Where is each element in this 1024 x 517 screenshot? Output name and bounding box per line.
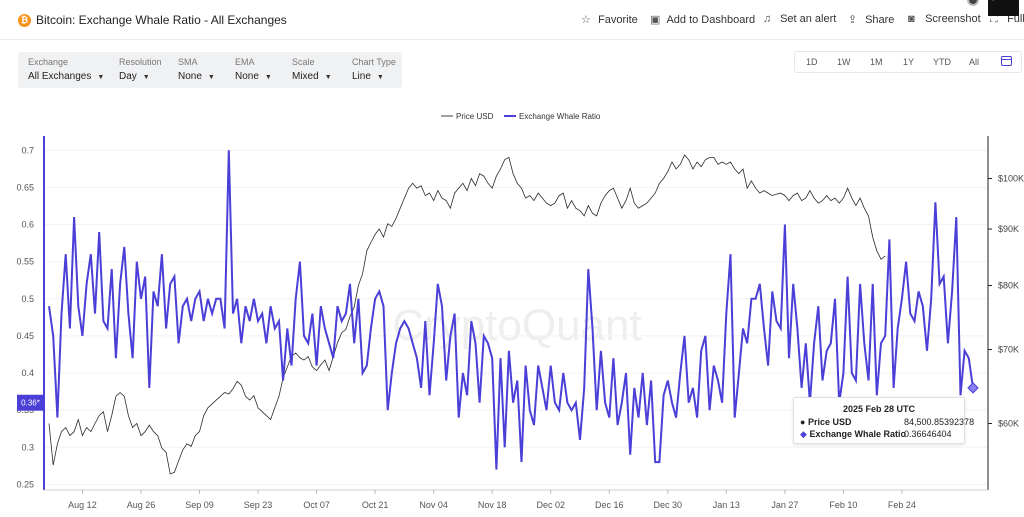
x-tick-label: Sep 23 xyxy=(244,500,273,510)
x-tick-label: Aug 26 xyxy=(127,500,156,510)
price-badge-label: $85.1K xyxy=(991,0,1017,2)
ratio-badge xyxy=(17,394,44,411)
chevron-down-icon: ▼ xyxy=(207,74,215,81)
range-all-button[interactable]: All xyxy=(969,57,980,67)
camera-icon: ◙ xyxy=(908,13,915,25)
chevron-down-icon: ▼ xyxy=(376,74,384,81)
set-alert-button[interactable]: ♫ Set an alert xyxy=(763,13,837,25)
x-tick-label: Oct 21 xyxy=(362,500,389,510)
bitcoin-icon: ₿ xyxy=(18,14,31,27)
share-button[interactable]: ⇪ Share xyxy=(848,14,895,26)
chevron-down-icon: ▼ xyxy=(97,74,105,81)
ema-select[interactable]: EMA None ▼ xyxy=(235,57,272,82)
left-tick-label: 0.5 xyxy=(21,294,34,304)
right-tick-label: $90K xyxy=(998,224,1019,234)
bell-icon: ♫ xyxy=(763,13,772,25)
range-1d-button[interactable]: 1D xyxy=(806,57,818,67)
top-bar: ₿ Bitcoin: Exchange Whale Ratio - All Ex… xyxy=(0,0,1024,40)
sma-select[interactable]: SMA None ▼ xyxy=(178,57,215,82)
range-1w-button[interactable]: 1W xyxy=(837,57,851,67)
legend-whale-ratio[interactable]: Exchange Whale Ratio xyxy=(519,112,601,121)
left-tick-label: 0.45 xyxy=(16,331,34,341)
left-tick-label: 0.4 xyxy=(21,368,34,378)
resolution-select[interactable]: Resolution Day ▼ xyxy=(119,57,162,82)
range-1y-button[interactable]: 1Y xyxy=(903,57,915,67)
screenshot-button[interactable]: ◙ Screenshot xyxy=(908,13,981,25)
right-tick-label: $80K xyxy=(998,281,1019,291)
price-badge xyxy=(988,0,1019,16)
right-tick-label: $70K xyxy=(998,345,1019,355)
price-end-marker xyxy=(967,0,979,6)
chevron-down-icon: ▼ xyxy=(324,74,332,81)
right-tick-label: $100K xyxy=(998,174,1024,184)
x-tick-label: Jan 27 xyxy=(771,500,798,510)
left-tick-label: 0.65 xyxy=(16,182,34,192)
x-tick-label: Nov 18 xyxy=(478,500,507,510)
x-tick-label: Feb 10 xyxy=(829,500,857,510)
x-tick-label: Dec 02 xyxy=(536,500,565,510)
tooltip-date: 2025 Feb 28 UTC xyxy=(842,404,916,414)
ratio-end-marker xyxy=(967,382,979,394)
left-tick-label: 0.25 xyxy=(16,479,34,489)
whale-ratio-line xyxy=(48,150,974,470)
range-1m-button[interactable]: 1M xyxy=(870,57,883,67)
chevron-down-icon: ▼ xyxy=(264,74,272,81)
star-icon: ☆ xyxy=(581,14,591,26)
gridlines xyxy=(44,149,988,485)
range-ytd-button[interactable]: YTD xyxy=(933,57,951,67)
tooltip-price-row: ● Price USD 84,500.85392378 xyxy=(800,417,975,427)
markers xyxy=(967,0,979,394)
legend-price[interactable]: Price USD xyxy=(456,112,494,121)
x-axis: Aug 12 Aug 26 Sep 09 Sep 23 Oct 07 Oct 21 Nov … xyxy=(44,489,988,510)
x-tick-label: Feb 24 xyxy=(888,500,916,510)
left-tick-label: 0.55 xyxy=(16,257,34,267)
calendar-icon[interactable] xyxy=(1001,56,1012,66)
add-to-dashboard-button[interactable]: ▣ Add to Dashboard xyxy=(650,14,756,26)
tooltip-ratio-row: ◆ Exchange Whale Ratio 0.36646404 xyxy=(800,429,952,439)
scale-select[interactable]: Scale Mixed ▼ xyxy=(292,57,332,82)
x-tick-label: Nov 04 xyxy=(419,500,448,510)
range-selector: 1D 1W 1M 1Y YTD All xyxy=(794,51,1022,73)
chart-legend: Price USD Exchange Whale Ratio xyxy=(441,112,601,121)
chart-type-select[interactable]: Chart Type Line ▼ xyxy=(352,57,396,82)
x-tick-label: Sep 09 xyxy=(185,500,214,510)
right-tick-label: $60K xyxy=(998,419,1019,429)
ratio-badge-label: 0.36* xyxy=(21,399,40,408)
x-tick-label: Aug 12 xyxy=(68,500,97,510)
left-tick-label: 0.6 xyxy=(21,220,34,230)
x-tick-label: Dec 16 xyxy=(595,500,624,510)
x-tick-label: Jan 13 xyxy=(713,500,740,510)
x-tick-label: Oct 07 xyxy=(303,500,330,510)
page-title: Bitcoin: Exchange Whale Ratio - All Exch… xyxy=(36,13,287,27)
left-axis: 0.70.650.60.550.50.450.40.350.30.25 xyxy=(16,136,45,490)
share-icon: ⇪ xyxy=(848,14,858,26)
right-axis: $100K $90K $80K $70K $60K xyxy=(987,136,1024,490)
axis-badges: 0.36* $85.1K xyxy=(17,0,1019,411)
chart-controls: Exchange All Exchanges ▼ Resolution Day ▼ SM… xyxy=(18,52,402,88)
chart-tooltip: 2025 Feb 28 UTC ● Price USD 84,500.853923… xyxy=(793,397,975,444)
left-tick-label: 0.7 xyxy=(21,145,34,155)
dashboard-icon: ▣ xyxy=(650,14,661,26)
left-tick-label: 0.3 xyxy=(21,442,34,452)
x-tick-label: Dec 30 xyxy=(654,500,683,510)
watermark: CryptoQuant xyxy=(392,301,641,350)
favorite-button[interactable]: ☆ Favorite xyxy=(581,14,638,26)
fullscreen-icon: ⛶ xyxy=(990,13,998,25)
exchange-select[interactable]: Exchange All Exchanges ▼ xyxy=(28,57,105,82)
chevron-down-icon: ▼ xyxy=(142,74,150,81)
price-usd-line xyxy=(48,154,886,475)
